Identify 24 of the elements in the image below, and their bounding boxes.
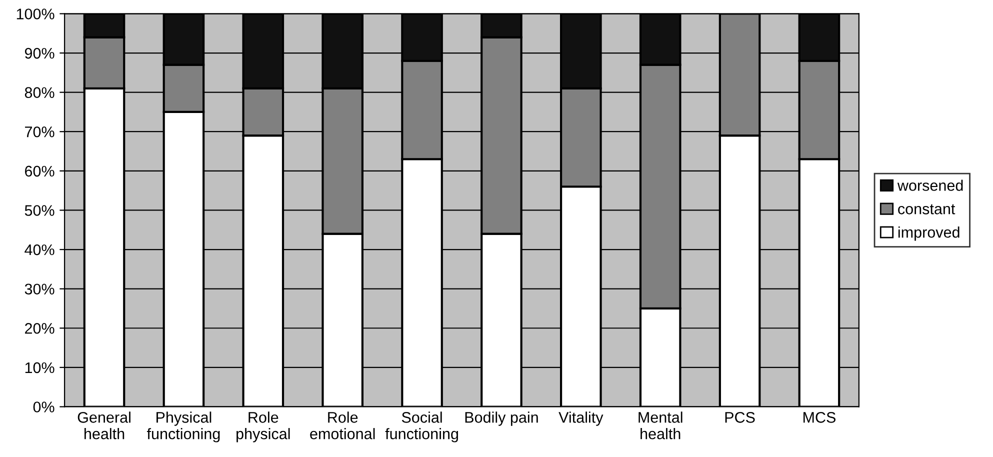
- x-tick-label: General health: [78, 412, 130, 440]
- y-tick-label: 100%: [16, 8, 54, 20]
- y-tick-label: 80%: [24, 87, 54, 98]
- x-tick-label: Vitality: [558, 412, 604, 426]
- x-tick-label: PCS: [725, 412, 755, 423]
- x-tick-label: Role emotional: [310, 412, 375, 440]
- y-tick-label: 30%: [24, 284, 54, 295]
- x-tick-label: Social functioning: [385, 412, 458, 442]
- x-tick-label: Role physical: [236, 412, 290, 442]
- y-tick-label: 40%: [24, 244, 54, 256]
- legend-label: improved: [898, 226, 960, 241]
- y-tick-label: 50%: [24, 205, 54, 216]
- x-tick-label: Physical functioning: [146, 412, 220, 442]
- y-tick-label: 10%: [25, 362, 54, 374]
- y-tick-label: 20%: [25, 322, 54, 334]
- x-tick-label: Mental health: [638, 412, 682, 440]
- y-tick-label: 0%: [33, 402, 54, 412]
- y-tick-label: 60%: [25, 166, 54, 177]
- x-tick-label: MCS: [804, 412, 836, 423]
- legend-label: worsened: [897, 180, 963, 191]
- y-tick-label: 70%: [25, 126, 54, 138]
- x-tick-label: Bodily pain: [465, 412, 538, 426]
- y-tick-label: 90%: [24, 48, 54, 59]
- legend-label: constant: [898, 204, 956, 214]
